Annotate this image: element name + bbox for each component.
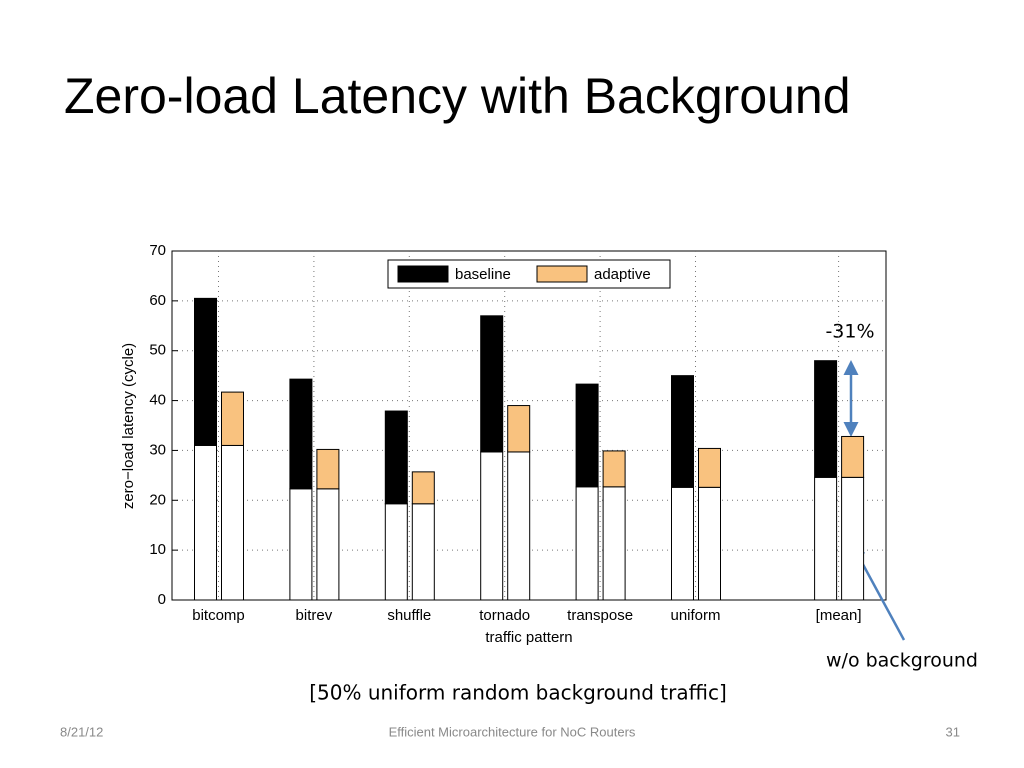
bar-segment [698,447,721,488]
bar-segment [841,435,865,478]
bar-segment [411,471,435,505]
x-tick-label: bitrev [296,607,333,624]
y-tick-label: 10 [149,541,166,558]
x-tick-label: shuffle [387,607,431,624]
bar-segment-base [384,503,408,601]
bar-segment-base [316,488,340,601]
bar-segment [480,315,504,453]
legend-label: adaptive [594,266,651,283]
bar-segment [814,360,838,478]
bar-segment [316,448,340,490]
bar-segment [289,378,313,490]
bar-segment [194,297,217,446]
y-tick-label: 20 [149,491,166,508]
x-tick-label: bitcomp [192,607,245,624]
y-tick-label: 0 [158,591,166,608]
bar-segment-base [507,451,531,601]
x-tick-label: tornado [479,607,530,624]
footer-text: Efficient Microarchitecture for NoC Rout… [389,724,636,739]
footer-date: 8/21/12 [60,724,103,739]
y-tick-label: 60 [149,292,166,309]
y-tick-label: 70 [149,242,166,259]
bar-segment-base [221,444,244,601]
bar-segment-base [575,486,599,601]
bar-segment-base [814,476,838,601]
bar-segment-base [841,476,865,601]
x-tick-label: uniform [670,607,720,624]
bar-segment-base [194,444,217,601]
bar-segment [575,383,599,488]
annotation: w/o background [826,650,978,672]
bar-segment [602,450,626,488]
legend-swatch [397,265,449,283]
annotation: -31% [825,321,874,343]
caption: [50% uniform random background traffic] [309,681,727,705]
slide-title: Zero-load Latency with Background [64,68,851,124]
y-tick-label: 50 [149,342,166,359]
bar-segment-base [698,486,721,601]
bar-segment [221,391,244,446]
x-tick-label: [mean] [816,607,862,624]
bar-segment [671,375,694,488]
legend-label: baseline [455,266,511,283]
bar-segment [507,405,531,453]
bar-segment-base [671,486,694,601]
page-number: 31 [946,724,960,739]
bar-segment-base [411,503,435,601]
y-tick-label: 40 [149,392,166,409]
bar-segment [384,410,408,505]
bar-segment-base [289,488,313,601]
bar-segment-base [602,486,626,601]
x-tick-label: transpose [567,607,633,624]
bar-segment-base [480,451,504,601]
x-axis-label: traffic pattern [485,629,572,646]
legend-swatch [536,265,588,283]
y-axis-label: zero−load latency (cycle) [120,343,137,509]
y-tick-label: 30 [149,441,166,458]
